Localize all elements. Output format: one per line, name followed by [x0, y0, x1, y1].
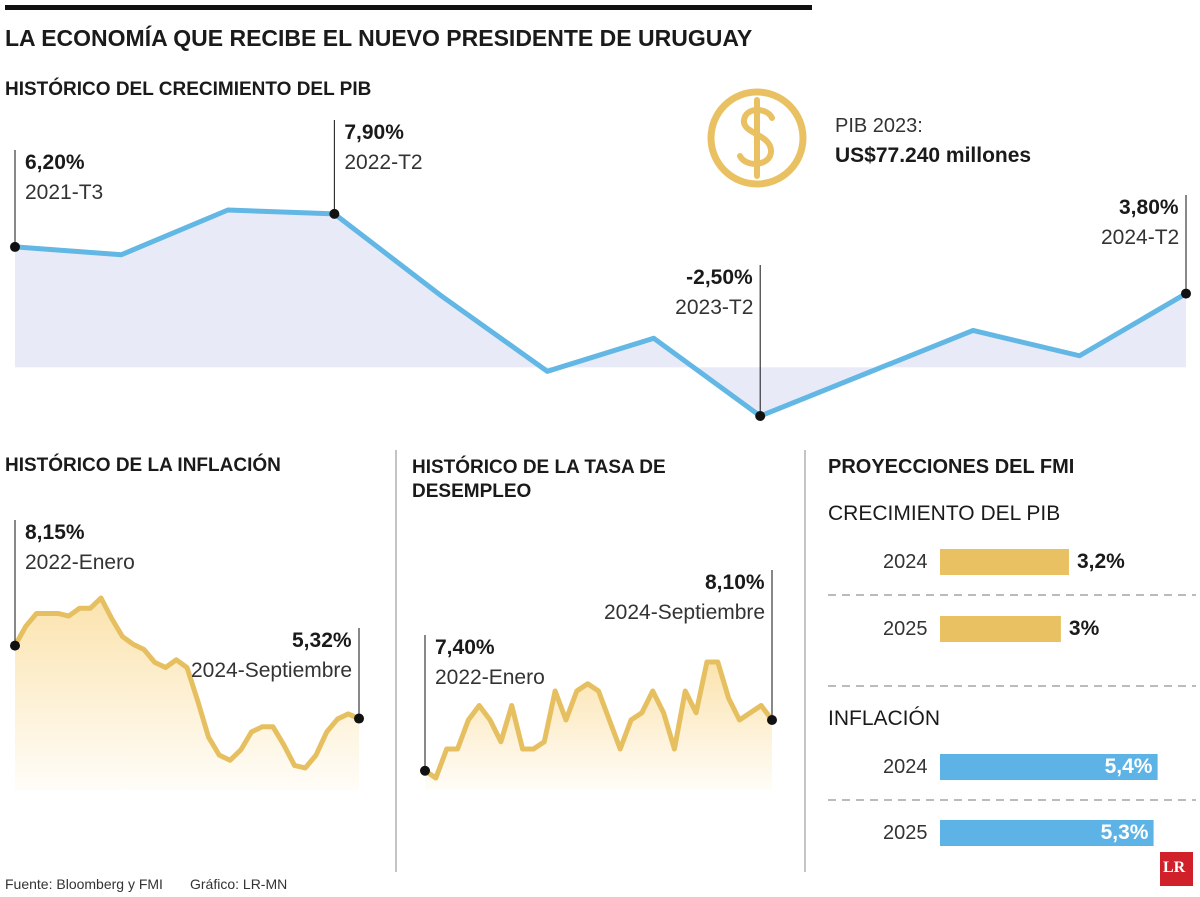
point [767, 715, 777, 725]
area [15, 210, 1186, 416]
value-label: 5,3% [1100, 821, 1149, 844]
logo-box [1160, 852, 1193, 886]
chart-title: HISTÓRICO DE LA TASA DE DESEMPLEO [412, 457, 666, 502]
value-label: 7,90% [344, 121, 404, 144]
point [1181, 288, 1191, 299]
group-title: INFLACIÓN [828, 707, 941, 730]
credit: Gráfico: LR-MN [190, 876, 288, 892]
bar [940, 754, 1158, 780]
value-label: 3,80% [1119, 196, 1179, 219]
chart-title: HISTÓRICO DE LA INFLACIÓN [5, 455, 281, 476]
dollar-icon [707, 88, 807, 188]
value-label: 3% [1068, 617, 1100, 640]
category-label: 2022-T2 [344, 151, 423, 174]
value-label: -2,50% [686, 266, 753, 289]
value-label: 7,40% [435, 636, 495, 659]
area [15, 598, 359, 790]
point [329, 208, 340, 219]
category-label: 2022-Enero [435, 666, 545, 689]
main-title: LA ECONOMÍA QUE RECIBE EL NUEVO PRESIDEN… [5, 25, 753, 51]
category-label: 2024 [883, 756, 928, 778]
chart-title: HISTÓRICO DEL CRECIMIENTO DEL PIB [5, 79, 372, 100]
value-label: 8,15% [25, 521, 85, 544]
point [755, 411, 766, 421]
point [10, 640, 20, 651]
category-label: 2021-T3 [25, 181, 104, 204]
title-bar [5, 5, 812, 10]
value-label: 8,10% [705, 571, 765, 594]
category-label: 2023-T2 [675, 296, 754, 319]
point [354, 713, 364, 724]
line [423, 659, 775, 781]
dollar-glyph [737, 97, 775, 179]
category-label: 2024-Septiembre [191, 659, 353, 682]
category-label: 2022-Enero [25, 551, 135, 574]
point [420, 765, 430, 776]
bar [940, 616, 1061, 642]
group-title: CRECIMIENTO DEL PIB [828, 502, 1061, 525]
category-label: 2025 [883, 618, 928, 640]
bar [940, 820, 1154, 846]
category-label: 2024-Septiembre [604, 601, 766, 624]
category-label: 2025 [883, 822, 928, 844]
logo: LR [1163, 859, 1186, 876]
bar [940, 549, 1069, 575]
value-label: 5,4% [1104, 755, 1153, 778]
value-label: 6,20% [25, 151, 85, 174]
point [10, 241, 20, 252]
line [14, 207, 1188, 419]
value-label: 3,2% [1076, 550, 1125, 573]
category-label: 2024-T2 [1101, 226, 1180, 249]
section-title: PROYECCIONES DEL FMI [828, 456, 1075, 478]
source: Fuente: Bloomberg y FMI [5, 876, 163, 892]
value-label: 5,32% [292, 629, 352, 652]
pib-value: US$77.240 millones [835, 144, 1032, 167]
pib-label: PIB 2023: [835, 115, 923, 137]
line [12, 595, 360, 771]
category-label: 2024 [883, 551, 928, 573]
